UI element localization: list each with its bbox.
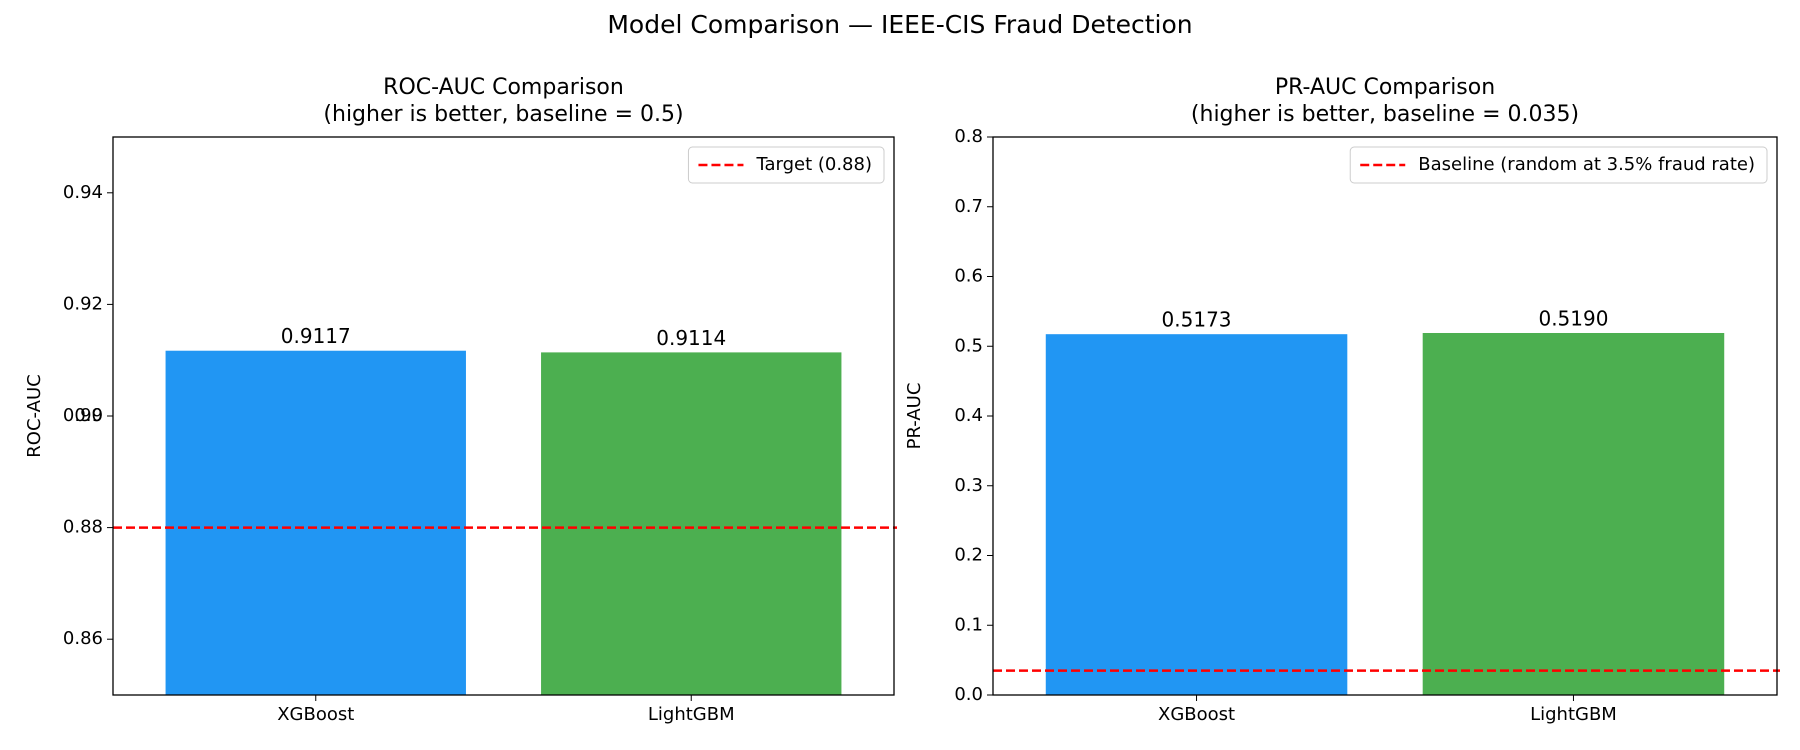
axes-frame: [112, 136, 895, 696]
legend: Target (0.88): [687, 146, 885, 184]
x-tick-label: LightGBM: [1530, 704, 1617, 725]
y-tick-label: 0.4: [954, 405, 983, 426]
value-label: 0.5190: [1538, 306, 1608, 330]
bar: [1045, 334, 1348, 695]
x-tick-label: XGBoost: [277, 704, 354, 725]
legend-label: Baseline (random at 3.5% fraud rate): [1418, 154, 1755, 175]
figure-title: Model Comparison — IEEE-CIS Fraud Detect…: [607, 10, 1192, 39]
bar: [541, 352, 842, 695]
legend-label: Target (0.88): [755, 154, 872, 175]
y-tick-label: 0.7: [954, 196, 983, 217]
y-tick-label: 0.2: [954, 545, 983, 566]
y-tick-label: 0.88: [63, 517, 103, 538]
legend-box: [1349, 146, 1768, 184]
value-label: 0.5173: [1162, 308, 1232, 332]
y-tick-label: 0.86: [63, 628, 103, 649]
y-tick-label: 0.9: [74, 405, 103, 426]
y-tick-label: 0.3: [954, 475, 983, 496]
value-label: 0.9117: [281, 324, 351, 348]
bar: [165, 350, 466, 695]
chart-title: ROC-AUC Comparison: [383, 75, 624, 100]
y-tick-label: 0.8: [954, 126, 983, 147]
y-axis-label: PR-AUC: [904, 383, 925, 450]
y-tick-label: 0.1: [954, 614, 983, 635]
bar: [1422, 332, 1725, 695]
legend: Baseline (random at 3.5% fraud rate): [1349, 146, 1768, 184]
x-tick-label: XGBoost: [1158, 704, 1235, 725]
x-tick-label: LightGBM: [648, 704, 735, 725]
chart-title: PR-AUC Comparison: [1275, 75, 1495, 100]
y-tick-label: 0.90: [63, 405, 103, 426]
y-tick-label: 0.6: [954, 266, 983, 287]
chart-subtitle: (higher is better, baseline = 0.035): [1191, 102, 1579, 127]
legend-box: [687, 146, 885, 184]
y-tick-label: 0.0: [954, 684, 983, 705]
chart-subtitle: (higher is better, baseline = 0.5): [323, 102, 683, 127]
value-label: 0.9114: [656, 326, 726, 350]
y-axis-label: ROC-AUC: [24, 374, 45, 457]
y-tick-label: 0.92: [63, 293, 103, 314]
y-tick-label: 0.5: [954, 335, 983, 356]
axes-frame: [992, 136, 1778, 696]
y-tick-label: 0.94: [63, 182, 103, 203]
